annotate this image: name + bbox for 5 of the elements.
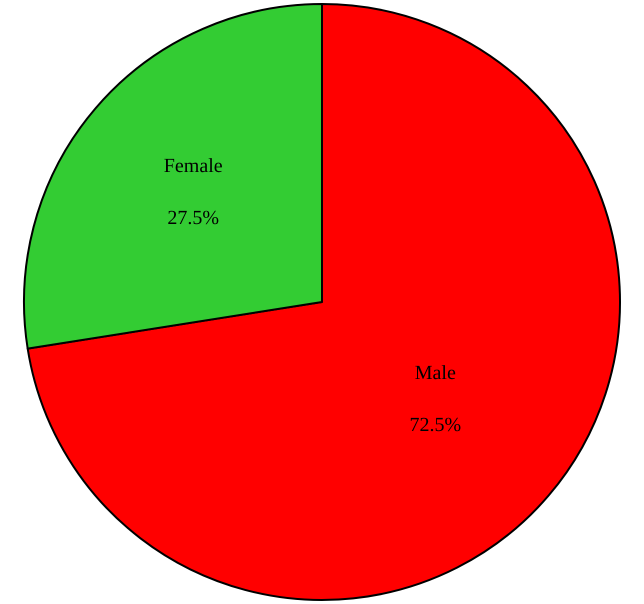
data-label: 72.5% xyxy=(409,414,462,436)
slice-label: Female xyxy=(164,155,223,178)
data-label: 27.5% xyxy=(167,207,220,230)
pie-slice xyxy=(26,3,621,601)
slice-label: Male xyxy=(414,362,456,384)
